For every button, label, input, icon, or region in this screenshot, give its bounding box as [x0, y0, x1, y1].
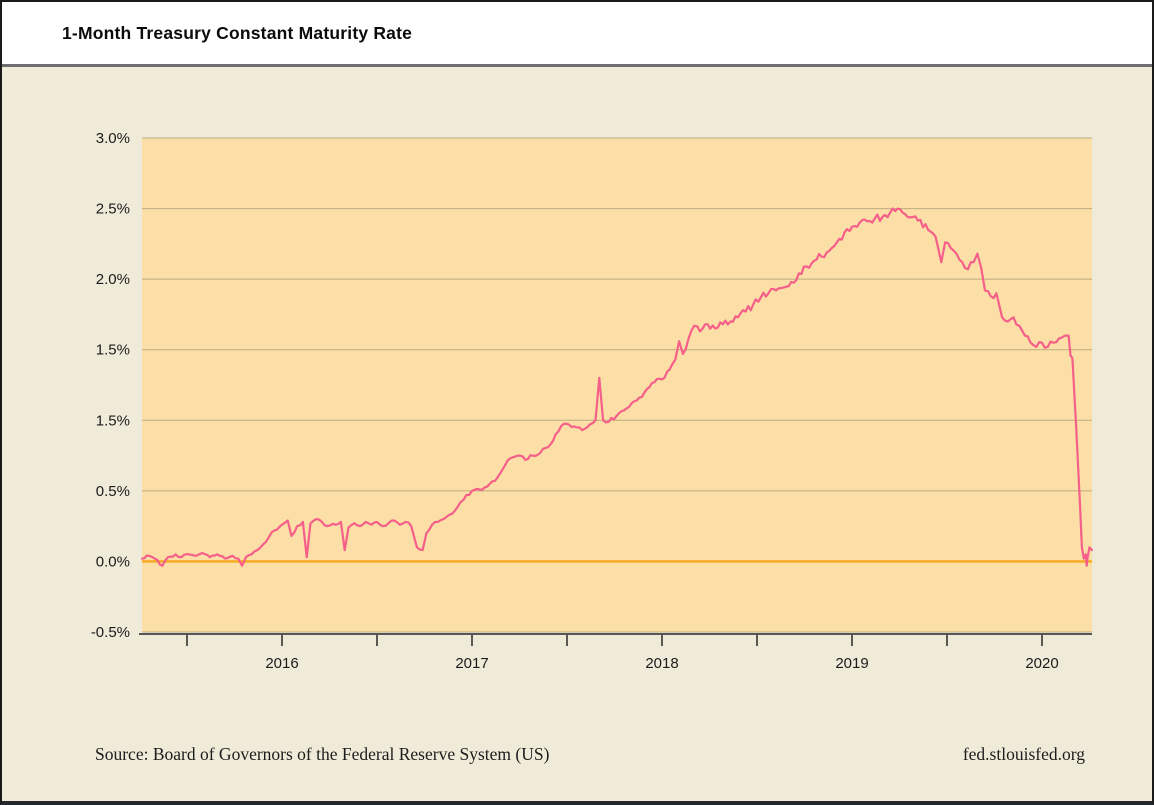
x-tick-label: 2016	[265, 655, 298, 672]
chart-header: 1-Month Treasury Constant Maturity Rate	[2, 2, 1152, 67]
y-tick-label: 0.5%	[96, 483, 130, 500]
plot-area	[142, 138, 1092, 632]
y-tick-label: 0.0%	[96, 553, 130, 570]
site-link: fed.stlouisfed.org	[962, 744, 1085, 764]
y-tick-label: 2.0%	[96, 271, 130, 288]
source-note: Source: Board of Governors of the Federa…	[95, 744, 550, 764]
rate-line	[140, 207, 1094, 567]
y-tick-label: 2.5%	[96, 201, 130, 218]
y-tick-label: 1.5%	[96, 412, 130, 429]
y-tick-label: 3.0%	[96, 130, 130, 147]
x-tick-label: 2019	[835, 655, 868, 672]
x-tick-label: 2018	[645, 655, 678, 672]
chart-title: 1-Month Treasury Constant Maturity Rate	[62, 22, 413, 43]
y-tick-label: 1.5%	[96, 342, 130, 359]
chart-footer: Source: Board of Governors of the Federa…	[95, 744, 1085, 765]
y-tick-label: -0.5%	[91, 624, 130, 641]
x-tick-label: 2020	[1025, 655, 1058, 672]
x-tick-label: 2017	[455, 655, 488, 672]
